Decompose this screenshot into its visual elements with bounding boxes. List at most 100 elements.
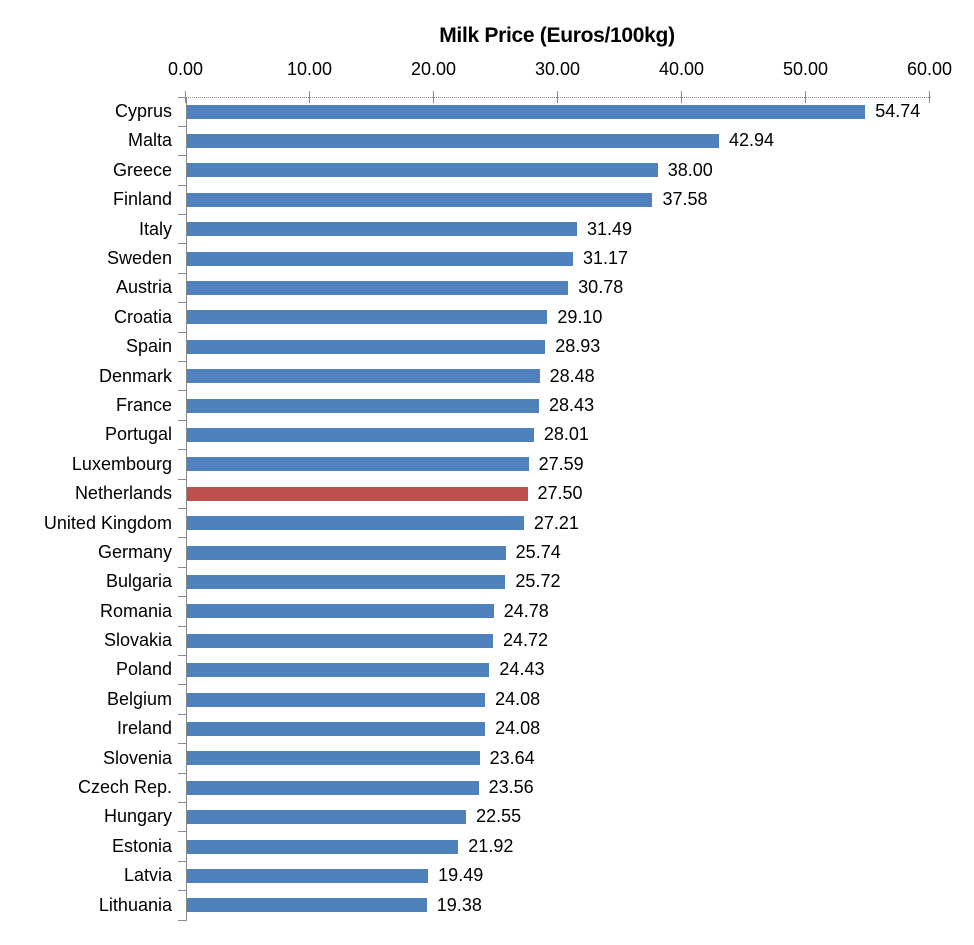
y-axis-tick-mark [178,684,186,686]
category-label-estonia: Estonia [111,835,172,856]
value-label-croatia: 29.10 [557,306,603,327]
y-axis-tick-mark [178,243,186,245]
x-axis-tick-mark [805,91,806,103]
y-axis-tick-mark [178,743,186,745]
bar-lithuania [186,898,427,913]
category-label-latvia: Latvia [123,865,172,886]
bar-spain [186,339,546,354]
x-tick-label-40-00: 40.00 [658,59,705,79]
value-label-greece: 38.00 [667,159,713,180]
y-axis-tick-mark [178,331,186,333]
bar-czech-rep [186,780,479,795]
y-axis-tick-mark [178,713,186,715]
y-axis-tick-mark [178,390,186,392]
y-axis-tick-mark [178,419,186,421]
y-axis-tick-mark [178,860,186,862]
x-tick-label-0-00: 0.00 [167,59,204,79]
bar-poland [186,663,490,678]
category-label-belgium: Belgium [106,688,172,709]
y-axis-tick-mark [178,890,186,892]
y-axis-tick-mark [178,214,186,216]
value-label-slovakia: 24.72 [503,630,549,651]
category-label-malta: Malta [127,130,172,151]
y-axis-tick-mark [178,831,186,833]
bar-romania [186,604,494,619]
value-label-lithuania: 19.38 [436,894,482,915]
category-label-bulgaria: Bulgaria [105,571,172,592]
chart-title: Milk Price (Euros/100kg) [439,24,675,47]
bar-austria [186,281,569,296]
value-label-austria: 30.78 [578,277,624,298]
y-axis-tick-mark [178,654,186,656]
category-label-ireland: Ireland [116,718,172,739]
bar-ireland [186,721,486,736]
y-axis-tick-mark [178,625,186,627]
value-label-united-kingdom: 27.21 [533,512,579,533]
bar-greece [186,163,658,178]
value-label-sweden: 31.17 [583,247,629,268]
bar-cyprus [186,104,866,119]
category-label-czech-rep: Czech Rep. [77,777,172,798]
value-label-cyprus: 54.74 [875,101,921,121]
value-label-bulgaria: 25.72 [515,571,561,592]
x-tick-label-30-00: 30.00 [534,59,581,79]
x-tick-label-20-00: 20.00 [410,59,457,79]
y-axis-tick-mark [178,125,186,127]
bar-malta [186,134,719,149]
x-axis-tick-mark [929,91,930,103]
bar-denmark [186,369,540,384]
x-tick-label-50-00: 50.00 [782,59,829,79]
y-axis-tick-mark [178,801,186,803]
category-label-portugal: Portugal [104,424,172,445]
category-label-denmark: Denmark [98,365,172,386]
x-axis-tick-mark [557,91,558,103]
category-label-spain: Spain [125,336,172,357]
y-axis-tick-mark [178,919,186,921]
y-axis-tick-mark [178,596,186,598]
category-label-poland: Poland [115,659,172,680]
x-tick-label-60-00: 60.00 [906,59,953,79]
category-label-finland: Finland [112,189,172,210]
category-label-slovenia: Slovenia [102,747,172,768]
plot-area [185,97,931,921]
value-label-estonia: 21.92 [468,835,514,856]
category-label-united-kingdom: United Kingdom [43,512,172,533]
value-label-latvia: 19.49 [438,865,484,886]
category-label-sweden: Sweden [106,247,172,268]
value-label-spain: 28.93 [555,336,601,357]
x-tick-label-10-00: 10.00 [286,59,333,79]
bar-hungary [186,810,467,825]
bar-slovenia [186,751,480,766]
bar-estonia [186,839,459,854]
value-label-czech-rep: 23.56 [488,777,534,798]
bar-united-kingdom [186,516,524,531]
value-label-finland: 37.58 [662,189,708,210]
category-label-luxembourg: Luxembourg [71,453,172,474]
bar-croatia [186,310,548,325]
bar-portugal [186,428,534,443]
bar-sweden [186,251,573,266]
value-label-ireland: 24.08 [495,718,541,739]
y-axis-tick-mark [178,302,186,304]
x-axis-tick-mark [681,91,682,103]
value-label-netherlands: 27.50 [537,483,583,504]
category-label-croatia: Croatia [113,306,172,327]
category-label-cyprus: Cyprus [114,101,172,121]
category-label-lithuania: Lithuania [98,894,172,915]
y-axis-tick-mark [178,272,186,274]
x-axis-tick-mark [309,91,310,103]
bar-latvia [186,868,429,883]
category-label-netherlands: Netherlands [74,483,172,504]
bar-netherlands-highlighted [186,486,528,501]
value-label-hungary: 22.55 [476,806,522,827]
value-label-italy: 31.49 [586,218,633,239]
value-label-luxembourg: 27.59 [538,453,584,474]
y-axis-tick-mark [178,361,186,363]
y-axis-tick-mark [178,478,186,480]
category-label-france: France [115,394,172,415]
y-axis-tick-mark [178,566,186,568]
bar-france [186,398,540,413]
bar-bulgaria [186,574,506,589]
category-label-germany: Germany [97,541,172,562]
category-label-italy: Italy [138,218,172,239]
